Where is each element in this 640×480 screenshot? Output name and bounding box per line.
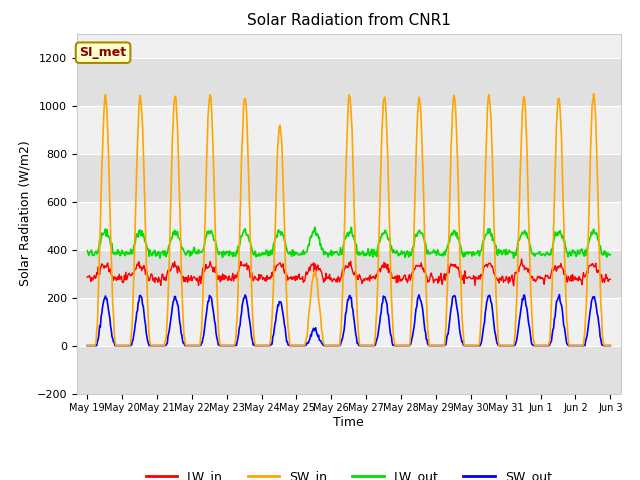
Legend: LW_in, SW_in, LW_out, SW_out: LW_in, SW_in, LW_out, SW_out	[141, 465, 557, 480]
Bar	[77, 250, 621, 298]
Bar	[77, 346, 621, 394]
Bar	[77, 58, 621, 106]
Bar	[77, 154, 621, 202]
Title: Solar Radiation from CNR1: Solar Radiation from CNR1	[247, 13, 451, 28]
Text: SI_met: SI_met	[79, 46, 127, 59]
Bar	[77, 106, 621, 154]
Bar	[77, 298, 621, 346]
X-axis label: Time: Time	[333, 416, 364, 429]
Bar	[77, 202, 621, 250]
Y-axis label: Solar Radiation (W/m2): Solar Radiation (W/m2)	[18, 141, 31, 287]
